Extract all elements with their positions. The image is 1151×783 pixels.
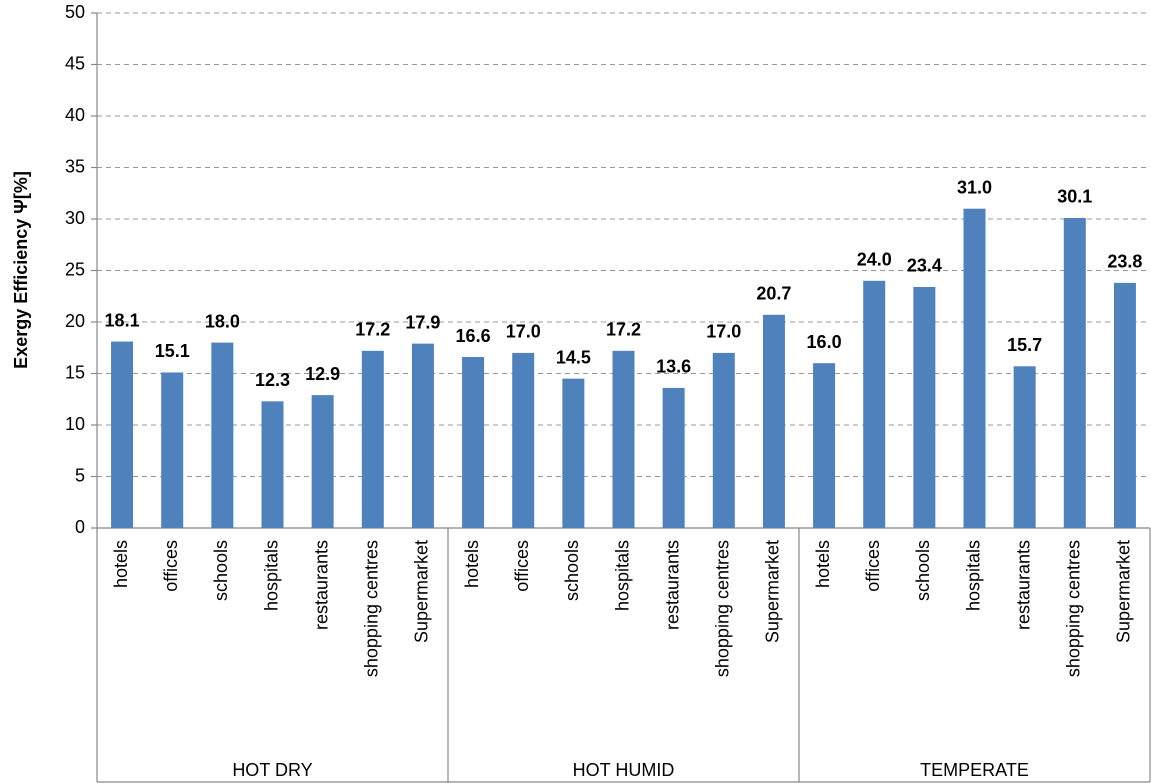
x-tick-label: Supermarket xyxy=(763,540,783,643)
x-tick-label: schools xyxy=(562,540,582,601)
data-label: 12.3 xyxy=(255,370,290,390)
x-tick-label: restaurants xyxy=(311,540,331,630)
group-label: HOT DRY xyxy=(232,760,312,780)
bar xyxy=(111,341,134,528)
data-label: 20.7 xyxy=(756,284,791,304)
x-tick-label: schools xyxy=(211,540,231,601)
bar xyxy=(161,372,184,528)
data-label: 15.1 xyxy=(155,341,190,361)
bar xyxy=(1063,217,1086,528)
bar xyxy=(211,342,234,528)
y-tick-label: 25 xyxy=(65,259,85,279)
data-label: 16.6 xyxy=(456,326,491,346)
bar xyxy=(411,343,434,528)
data-label: 17.0 xyxy=(506,322,541,342)
data-label: 23.8 xyxy=(1107,252,1142,272)
data-label: 31.0 xyxy=(957,177,992,197)
x-tick-label: hotels xyxy=(462,540,482,588)
bar xyxy=(913,286,936,528)
x-tick-label: Supermarket xyxy=(1114,540,1134,643)
y-tick-label: 15 xyxy=(65,362,85,382)
y-tick-label: 10 xyxy=(65,414,85,434)
bar xyxy=(662,387,685,528)
bar xyxy=(311,395,334,528)
x-tick-label: shopping centres xyxy=(713,540,733,677)
data-label: 13.6 xyxy=(656,357,691,377)
y-tick-label: 40 xyxy=(65,105,85,125)
group-label: TEMPERATE xyxy=(920,760,1029,780)
data-label: 16.0 xyxy=(807,332,842,352)
bar xyxy=(512,352,535,528)
bar xyxy=(361,350,384,528)
x-tick-label: offices xyxy=(863,540,883,592)
bar xyxy=(813,363,836,528)
x-tick-label: restaurants xyxy=(1013,540,1033,630)
y-tick-label: 30 xyxy=(65,208,85,228)
x-tick-label: shopping centres xyxy=(362,540,382,677)
y-axis-title: Exergy Efficiency Ψ[%] xyxy=(11,171,31,369)
x-tick-label: schools xyxy=(913,540,933,601)
bar xyxy=(562,378,585,528)
data-label: 30.1 xyxy=(1057,187,1092,207)
x-tick-label: hospitals xyxy=(612,540,632,611)
data-label: 17.2 xyxy=(355,320,390,340)
x-tick-label: shopping centres xyxy=(1064,540,1084,677)
y-tick-label: 45 xyxy=(65,53,85,73)
x-tick-label: offices xyxy=(161,540,181,592)
data-label: 12.9 xyxy=(305,364,340,384)
data-label: 17.9 xyxy=(405,312,440,332)
y-tick-label: 50 xyxy=(65,2,85,22)
bar xyxy=(712,352,735,528)
bar xyxy=(1013,366,1036,528)
y-tick-label: 5 xyxy=(75,465,85,485)
group-label: HOT HUMID xyxy=(573,760,675,780)
x-tick-label: hotels xyxy=(813,540,833,588)
data-label: 17.0 xyxy=(706,322,741,342)
bar xyxy=(261,401,284,528)
y-tick-label: 0 xyxy=(75,517,85,537)
bar xyxy=(462,357,485,528)
data-label: 18.1 xyxy=(105,310,140,330)
y-tick-label: 35 xyxy=(65,156,85,176)
data-label: 24.0 xyxy=(857,250,892,270)
bar xyxy=(1113,282,1136,528)
bar xyxy=(863,280,886,528)
data-label: 17.2 xyxy=(606,320,641,340)
bar xyxy=(963,208,986,528)
data-label: 14.5 xyxy=(556,347,591,367)
x-tick-label: offices xyxy=(512,540,532,592)
x-tick-label: hotels xyxy=(111,540,131,588)
data-label: 18.0 xyxy=(205,311,240,331)
x-tick-label: hospitals xyxy=(963,540,983,611)
x-tick-label: hospitals xyxy=(261,540,281,611)
y-tick-label: 20 xyxy=(65,311,85,331)
x-tick-label: Supermarket xyxy=(412,540,432,643)
data-label: 15.7 xyxy=(1007,335,1042,355)
data-label: 23.4 xyxy=(907,256,942,276)
bar xyxy=(612,350,635,528)
x-tick-label: restaurants xyxy=(662,540,682,630)
bar xyxy=(762,314,785,528)
